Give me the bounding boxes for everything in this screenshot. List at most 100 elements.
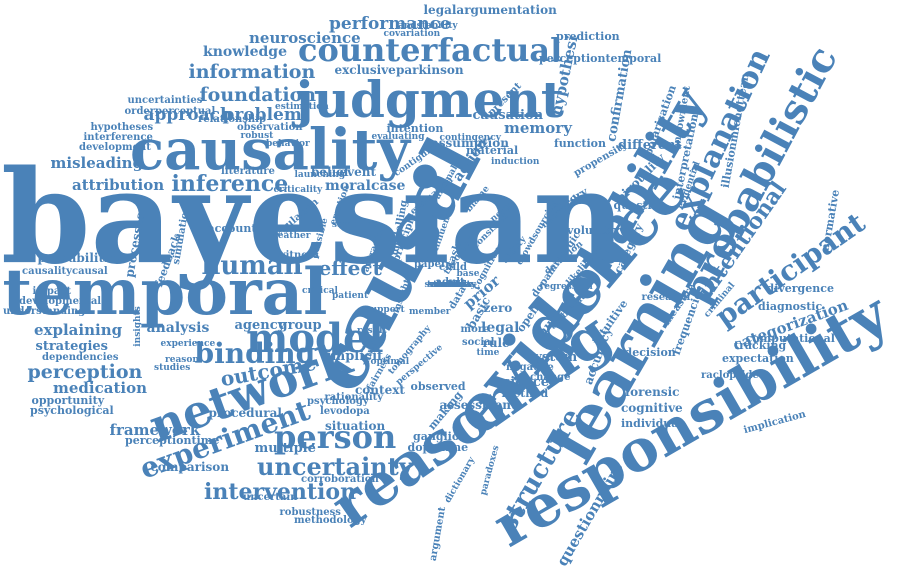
- word-material: material: [466, 143, 519, 157]
- word-assumption: assumption: [431, 136, 509, 150]
- word-perception: perception: [27, 360, 143, 383]
- word-stimulus: stimulus: [428, 279, 472, 290]
- word-opportunity: opportunity: [31, 393, 105, 407]
- word-intervention: intervention: [204, 479, 357, 505]
- word-problem: problem: [222, 104, 302, 125]
- word-explaining: explaining: [34, 320, 123, 339]
- word-literature: literature: [221, 166, 275, 177]
- word-person: person: [274, 418, 397, 456]
- word-regression: regression: [539, 281, 593, 292]
- word-observed: observed: [410, 379, 466, 393]
- word-diagnostic: diagnostic: [758, 299, 823, 313]
- word-negative: negative: [506, 362, 554, 373]
- word-impact: impact: [32, 286, 72, 297]
- word-hypotheses: hypotheses: [90, 122, 154, 133]
- word-bayesian: bayesian: [1, 143, 626, 293]
- word-multiple: multiple: [254, 440, 316, 456]
- word-orderperceptual: orderperceptual: [124, 106, 216, 117]
- word-voluntary: voluntary: [567, 223, 626, 237]
- word-uncertainty: uncertainty: [257, 452, 413, 481]
- word-approach: approach: [143, 104, 233, 125]
- word-temporal: temporal: [2, 255, 328, 330]
- word-effect: effect: [318, 256, 382, 280]
- word-experience: experience: [160, 338, 216, 349]
- word-relationship: relationship: [198, 114, 266, 125]
- word-developmental: developmental: [19, 296, 102, 307]
- word-launching: launching: [294, 169, 346, 180]
- word-counterfactual: counterfactual: [298, 31, 563, 69]
- word-parkinson: parkinson: [396, 63, 464, 77]
- word-ganglion: ganglion: [413, 429, 468, 443]
- word-robust: robust: [240, 130, 274, 141]
- word-expectation: expectation: [722, 351, 794, 365]
- word-child: child: [439, 262, 467, 273]
- word-exclusive: exclusive: [334, 63, 396, 77]
- word-attribution: attribution: [72, 175, 165, 194]
- word-psychological: psychological: [30, 403, 114, 417]
- word-tractable: tractable: [427, 279, 473, 290]
- word-criticality: criticality: [273, 184, 323, 195]
- word-critical: critical: [302, 285, 338, 296]
- word-tracking: tracking: [734, 338, 787, 352]
- word-methodology: methodology: [294, 515, 367, 526]
- word-andstability: andstability: [398, 20, 458, 31]
- word-event: event: [339, 165, 377, 179]
- word-legal: legal: [481, 320, 520, 336]
- word-inference: inference: [171, 171, 289, 197]
- word-intention: intention: [386, 121, 444, 135]
- word-human: human: [201, 251, 303, 281]
- word-rule: rule: [482, 336, 510, 350]
- word-cognitive: cognitive: [621, 401, 683, 415]
- word-judgment: judgment: [295, 70, 565, 129]
- word-reason: reason: [165, 354, 199, 365]
- word-induction: induction: [491, 156, 540, 167]
- word-causation: causation: [472, 107, 544, 123]
- word-case: case: [371, 178, 406, 194]
- word-assessment: assessment: [439, 398, 517, 412]
- word-evaluating: evaluating: [371, 131, 425, 142]
- word-raclopride: raclopride: [701, 370, 759, 381]
- word-interference: interference: [83, 132, 153, 143]
- word-foundation: foundation: [199, 83, 317, 106]
- word-science: science: [495, 374, 550, 390]
- word-belief: belief: [436, 279, 465, 290]
- word-research: research: [641, 292, 691, 303]
- word-variable: variable: [429, 279, 471, 290]
- word-system: system: [527, 349, 578, 365]
- word-comparison: comparison: [150, 460, 230, 474]
- word-rationality: rationality: [324, 392, 384, 403]
- word-estimation: estimation: [275, 101, 329, 112]
- word-different: different: [618, 137, 682, 153]
- word-bias: bias: [455, 279, 477, 290]
- word-analysis: analysis: [146, 320, 210, 336]
- word-misleading: misleading: [50, 153, 144, 172]
- word-neuroscience: neuroscience: [249, 28, 361, 47]
- word-legalargumentation: legalargumentation: [423, 3, 557, 17]
- word-prediction: prediction: [556, 29, 620, 43]
- word-patient: patient: [332, 290, 369, 301]
- word-optimal: optimal: [370, 356, 410, 367]
- word-divergence: divergence: [766, 281, 834, 295]
- word-social: social: [462, 337, 495, 348]
- word-change: change: [530, 372, 571, 383]
- word-studies: studies: [154, 362, 191, 373]
- word-understanding: understanding: [3, 306, 86, 317]
- word-development: development: [79, 142, 151, 153]
- word-forensic: forensic: [625, 385, 680, 399]
- word-framework: framework: [109, 420, 201, 439]
- word-perceptiontime: perceptiontime: [125, 433, 220, 447]
- word-method: method: [501, 386, 549, 400]
- word-knowledge: knowledge: [203, 44, 287, 60]
- word-context: context: [355, 383, 405, 397]
- word-causalitycausal: causalitycausal: [22, 266, 108, 277]
- word-psychology: psychology: [307, 396, 369, 407]
- word-agency: agency: [234, 317, 286, 333]
- word-belief: belief: [311, 165, 349, 179]
- word-levodopa: levodopa: [320, 406, 370, 417]
- word-causality: causality: [130, 117, 410, 183]
- word-adult: adult: [435, 277, 465, 288]
- word-implicit: implicit: [326, 348, 384, 364]
- word-observation: observation: [237, 122, 303, 133]
- word-time: time: [476, 347, 500, 358]
